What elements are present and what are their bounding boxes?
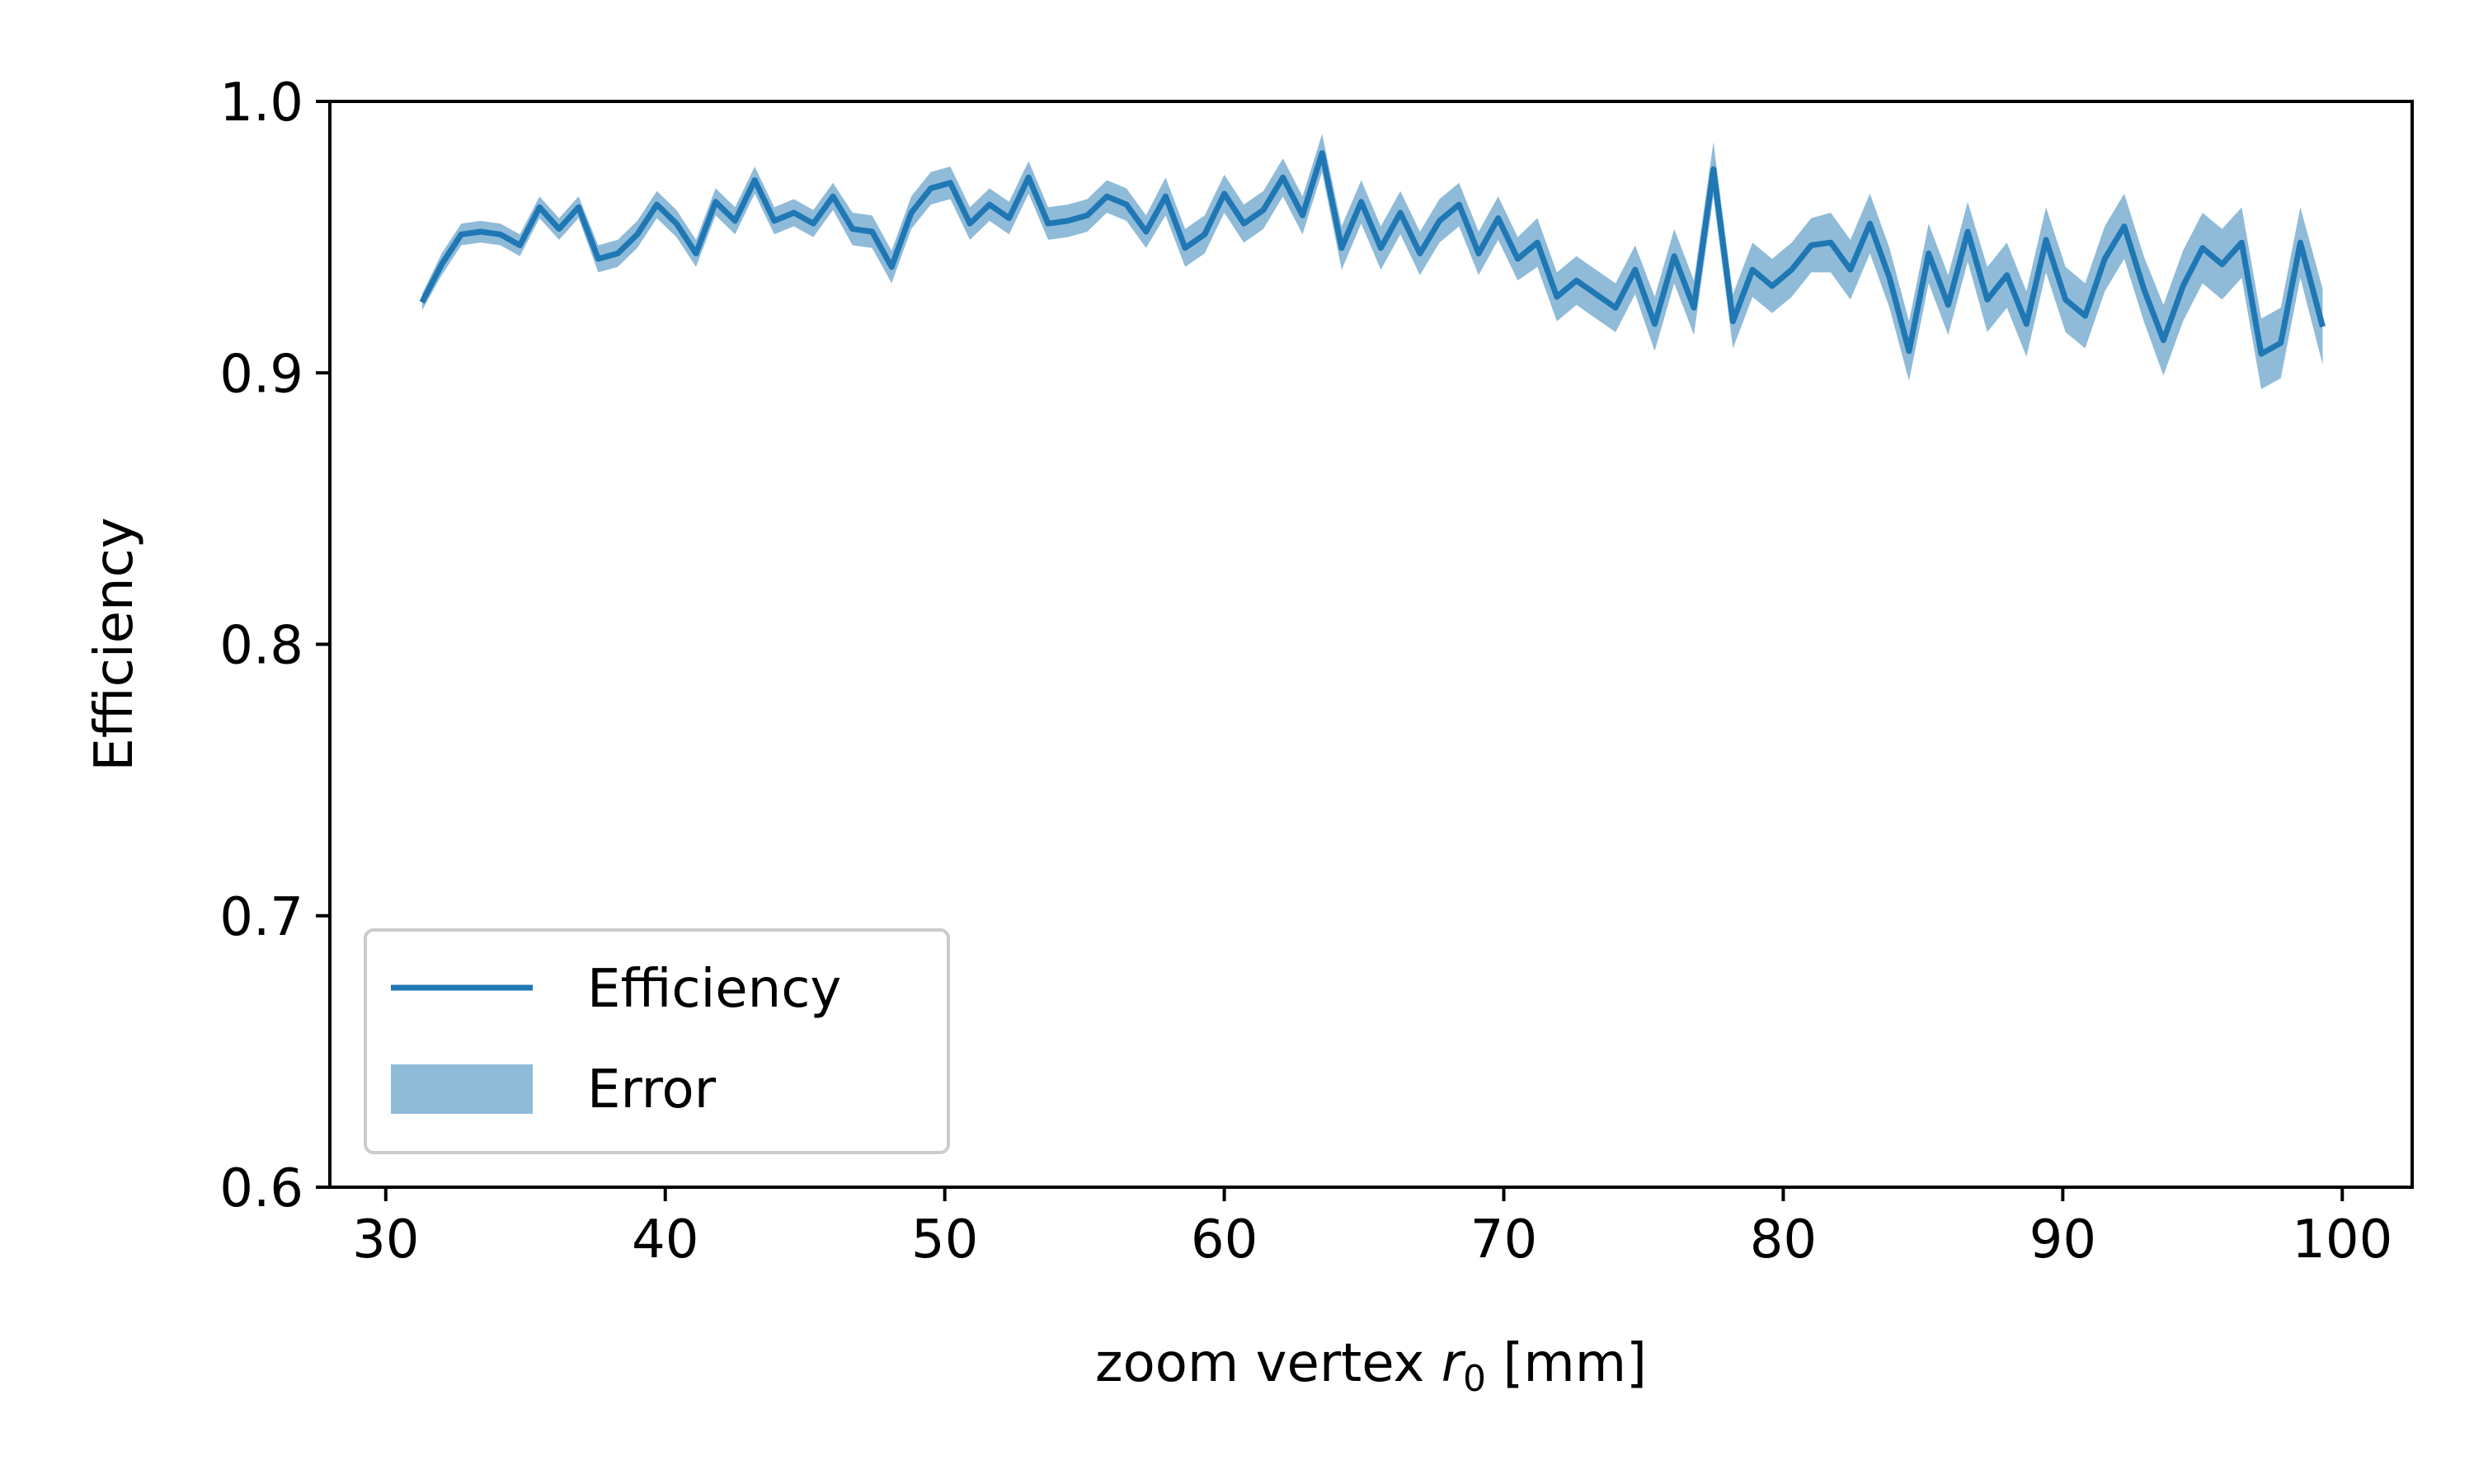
legend-band-swatch bbox=[391, 1064, 533, 1114]
x-axis-label-subscript: 0 bbox=[1463, 1358, 1486, 1400]
y-axis-label: Efficiency bbox=[84, 517, 145, 771]
legend-entry-error: Error bbox=[587, 1059, 717, 1120]
x-tick-label: 40 bbox=[632, 1209, 698, 1270]
y-tick-label: 1.0 bbox=[219, 73, 303, 134]
x-tick-label: 80 bbox=[1750, 1209, 1817, 1270]
y-tick-label: 0.9 bbox=[219, 344, 303, 405]
x-axis-ticks: 30 40 50 60 70 80 90 100 bbox=[352, 1187, 2392, 1270]
legend: Efficiency Error bbox=[364, 928, 950, 1154]
y-tick-label: 0.7 bbox=[219, 887, 303, 948]
efficiency-line bbox=[419, 150, 2326, 357]
plot-area bbox=[419, 134, 2326, 389]
x-tick-label: 30 bbox=[352, 1209, 419, 1270]
x-tick-label: 90 bbox=[2030, 1209, 2096, 1270]
error-band bbox=[421, 134, 2323, 389]
legend-entry-efficiency: Efficiency bbox=[587, 959, 841, 1020]
x-tick-label: 70 bbox=[1470, 1209, 1537, 1270]
y-axis-ticks: 0.6 0.7 0.8 0.9 1.0 bbox=[219, 73, 330, 1219]
x-axis-label: zoom vertex r0 [mm] bbox=[1095, 1333, 1647, 1400]
x-tick-label: 60 bbox=[1191, 1209, 1258, 1270]
x-axis-label-suffix: [mm] bbox=[1486, 1333, 1647, 1394]
x-tick-label: 100 bbox=[2292, 1209, 2392, 1270]
y-tick-label: 0.6 bbox=[219, 1158, 303, 1219]
x-axis-label-prefix: zoom vertex bbox=[1095, 1333, 1442, 1394]
x-tick-label: 50 bbox=[911, 1209, 978, 1270]
x-axis-label-symbol: r bbox=[1442, 1333, 1466, 1394]
y-tick-label: 0.8 bbox=[219, 616, 303, 677]
